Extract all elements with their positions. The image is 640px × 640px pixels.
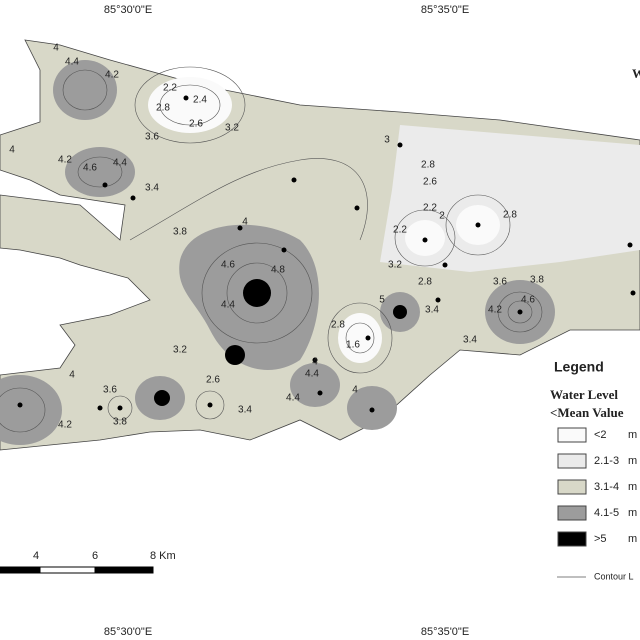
contour-label: 3.8 [530, 275, 544, 286]
contour-label: 3.6 [103, 385, 117, 396]
contour-label: 4.4 [221, 300, 235, 311]
contour-labels: 44.44.22.22.42.82.6 3.23.644.24.6 4.43.432… [9, 43, 544, 431]
legend-label: 3.1-4 [594, 481, 619, 493]
legend-heading: Water Level [550, 387, 618, 402]
contour-label: 2.4 [193, 95, 207, 106]
scale-bar: 4 6 8 Km [0, 550, 176, 574]
contour-label: 2.8 [418, 277, 432, 288]
legend-label: 4.1-5 [594, 507, 619, 519]
contour-label: 4.4 [286, 393, 300, 404]
legend-swatch [557, 479, 587, 495]
contour-label: 3.8 [113, 417, 127, 428]
legend-swatch [557, 427, 587, 443]
contour-label: 4.4 [113, 158, 127, 169]
contour-label: 1.6 [346, 340, 360, 351]
contour-label: 4.2 [105, 70, 119, 81]
contour-label: 2.8 [331, 320, 345, 331]
legend-swatch [557, 453, 587, 469]
scale-label: 6 [92, 550, 98, 562]
coordinates: 85°30'0"E 85°35'0"E 85°30'0"E 85°35'0"E … [104, 4, 640, 638]
contour-label: 3.6 [493, 277, 507, 288]
legend: Legend Water Level <Mean Value Contour L… [550, 359, 637, 582]
legend-unit: m [628, 481, 637, 493]
contour-label: 4.8 [271, 265, 285, 276]
contour-label: 2.6 [206, 375, 220, 386]
contour-label: 4.6 [83, 163, 97, 174]
contour-label: 4.6 [521, 295, 535, 306]
contour-label: 3.2 [225, 123, 239, 134]
contour-label: 2.2 [423, 203, 437, 214]
legend-unit: m [628, 429, 637, 441]
contour-label: 5 [379, 295, 385, 306]
contour-label: 3.4 [425, 305, 439, 316]
contour-label: 3.8 [173, 227, 187, 238]
contour-label: 2.8 [156, 103, 170, 114]
contour-label: 4.4 [305, 369, 319, 380]
contour-label: 3.4 [238, 405, 252, 416]
contour-label: 2.8 [503, 210, 517, 221]
contour-label: 3.4 [463, 335, 477, 346]
legend-title: Legend [554, 359, 604, 375]
contour-label: 4.2 [58, 420, 72, 431]
contour-label: 3.6 [145, 132, 159, 143]
legend-subheading: <Mean Value [550, 405, 624, 420]
longitude-label: 85°35'0"E [421, 626, 469, 638]
contour-label: 4 [352, 385, 358, 396]
contour-label: 4 [9, 145, 15, 156]
contour-label: 4 [312, 357, 318, 368]
contour-label: 4.4 [65, 57, 79, 68]
north-label: W [632, 66, 640, 81]
legend-label: <2 [594, 429, 607, 441]
zones-gt-5 [154, 279, 407, 406]
contour-label: 4 [242, 217, 248, 228]
legend-unit: m [628, 455, 637, 467]
contour-label: 3.4 [145, 183, 159, 194]
legend-unit: m [628, 533, 637, 545]
contour-label: 4 [53, 43, 59, 54]
zone-2-3 [380, 125, 640, 272]
contour-label: 2.8 [421, 160, 435, 171]
scale-label: 4 [33, 550, 39, 562]
contour-label: 3 [384, 135, 390, 146]
longitude-label: 85°35'0"E [421, 4, 469, 16]
map-body: 44.44.22.22.42.82.6 3.23.644.24.6 4.43.432… [0, 39, 640, 451]
contour-label: 3.2 [173, 345, 187, 356]
contour-label: 2.2 [393, 225, 407, 236]
wells [17, 95, 636, 413]
contour-lines [0, 66, 543, 433]
contour-label: 2 [439, 211, 445, 222]
contour-label: 2.2 [163, 83, 177, 94]
contour-label: 2.6 [189, 119, 203, 130]
legend-contour: Contour L [594, 571, 634, 581]
legend-swatch [557, 505, 587, 521]
scale-label: 8 Km [150, 550, 176, 562]
legend-unit: m [628, 507, 637, 519]
contour-label: 3.2 [388, 260, 402, 271]
contour-label: 4.2 [58, 155, 72, 166]
legend-label: >5 [594, 533, 607, 545]
legend-label: 2.1-3 [594, 455, 619, 467]
longitude-label: 85°30'0"E [104, 4, 152, 16]
contour-label: 4.2 [488, 305, 502, 316]
contour-label: 4.6 [221, 260, 235, 271]
legend-swatch [557, 531, 587, 547]
contour-label: 4 [69, 370, 75, 381]
longitude-label: 85°30'0"E [104, 626, 152, 638]
contour-label: 2.6 [423, 177, 437, 188]
